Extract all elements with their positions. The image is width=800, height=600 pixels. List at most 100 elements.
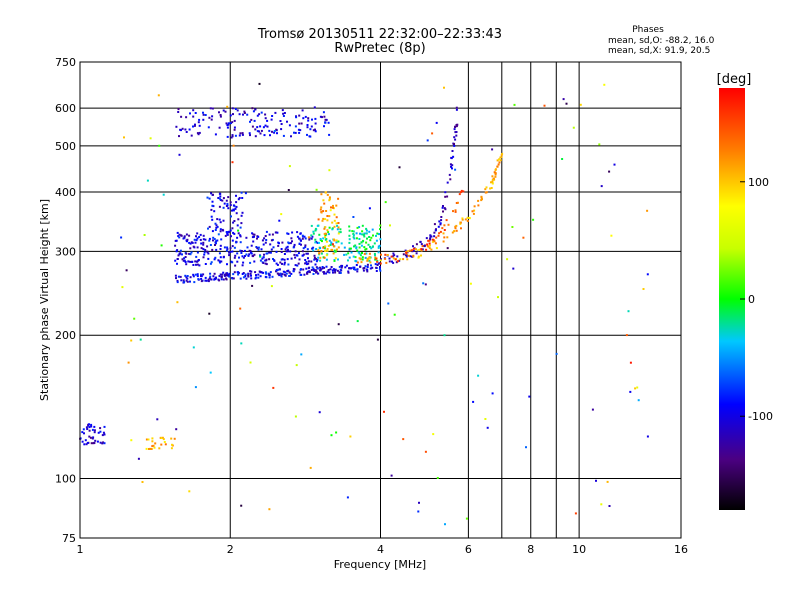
data-point-1109 — [149, 447, 152, 450]
data-point-1252 — [522, 236, 525, 239]
data-point-1170 — [139, 338, 142, 341]
data-point-503 — [249, 261, 252, 264]
data-point-1269 — [477, 374, 480, 377]
data-point-1105 — [150, 448, 153, 450]
data-point-1345 — [395, 261, 398, 264]
data-point-550 — [177, 235, 180, 238]
colorbar-tick-label-0: 100 — [748, 176, 769, 189]
chart-subtitle: RwPretec (8p) — [334, 41, 425, 56]
data-point-623 — [223, 202, 226, 205]
data-point-1029 — [253, 119, 256, 122]
data-point-913 — [280, 123, 283, 125]
data-point-1311 — [440, 216, 443, 218]
data-point-756 — [356, 226, 359, 229]
data-point-384 — [272, 258, 274, 260]
data-point-312 — [240, 252, 243, 254]
data-point-1497 — [396, 260, 399, 263]
data-point-1136 — [454, 168, 457, 171]
data-point-1371 — [473, 209, 476, 212]
data-point-638 — [231, 227, 234, 230]
x-tick-label-2: 4 — [377, 543, 384, 556]
data-point-1290 — [404, 249, 407, 252]
data-point-924 — [283, 112, 286, 114]
data-point-409 — [194, 260, 197, 263]
data-point-1470 — [437, 234, 440, 237]
data-point-588 — [273, 259, 276, 262]
data-point-1503 — [394, 258, 397, 261]
data-point-1248 — [629, 390, 632, 393]
data-point-239 — [236, 271, 239, 274]
data-point-583 — [178, 236, 181, 239]
data-point-142 — [196, 275, 199, 278]
data-point-1099 — [83, 432, 85, 435]
data-point-707 — [379, 238, 382, 241]
data-point-1474 — [445, 219, 448, 222]
data-point-1350 — [441, 206, 444, 209]
data-point-910 — [189, 112, 191, 115]
data-point-235 — [189, 280, 191, 283]
data-point-1232 — [288, 165, 291, 168]
data-point-862 — [319, 256, 322, 259]
data-point-834 — [317, 249, 320, 251]
data-point-417 — [231, 261, 234, 264]
data-point-985 — [233, 126, 236, 129]
data-point-761 — [365, 241, 368, 244]
data-point-776 — [327, 233, 330, 236]
data-point-49 — [312, 273, 315, 275]
data-point-598 — [226, 233, 229, 235]
data-point-567 — [285, 250, 288, 253]
data-point-1423 — [369, 261, 372, 264]
data-point-716 — [365, 227, 368, 230]
data-point-1324 — [450, 165, 452, 168]
data-point-1352 — [405, 254, 408, 256]
data-point-691 — [310, 234, 313, 237]
data-point-955 — [177, 111, 180, 113]
data-point-299 — [303, 235, 306, 238]
data-point-1321 — [435, 228, 437, 231]
data-point-746 — [333, 249, 336, 252]
data-point-840 — [337, 222, 340, 224]
data-point-907 — [241, 133, 244, 136]
data-point-920 — [197, 133, 200, 136]
data-point-875 — [332, 252, 335, 255]
data-point-334 — [276, 263, 279, 266]
data-point-1410 — [385, 261, 388, 264]
data-point-1471 — [412, 247, 415, 250]
data-point-1247 — [268, 508, 271, 511]
data-point-1434 — [491, 178, 494, 181]
data-point-1149 — [443, 334, 446, 337]
data-point-575 — [202, 238, 205, 241]
data-point-574 — [191, 260, 193, 263]
data-point-456 — [249, 251, 252, 254]
data-point-978 — [256, 126, 259, 129]
data-point-534 — [181, 258, 184, 261]
data-point-1432 — [501, 152, 504, 155]
data-point-485 — [199, 238, 202, 241]
data-point-608 — [229, 201, 232, 204]
data-point-885 — [320, 211, 323, 214]
data-point-1079 — [88, 429, 91, 432]
data-point-271 — [212, 239, 214, 242]
data-point-1133 — [330, 434, 333, 437]
data-point-209 — [374, 263, 377, 266]
data-point-1018 — [194, 123, 196, 126]
data-point-698 — [335, 241, 338, 244]
data-point-228 — [218, 275, 221, 278]
data-point-1453 — [461, 218, 464, 221]
data-point-11 — [355, 264, 358, 266]
data-point-975 — [282, 115, 285, 117]
data-point-894 — [320, 193, 323, 196]
data-point-337 — [244, 255, 246, 257]
data-point-424 — [206, 245, 209, 248]
data-point-1198 — [595, 479, 597, 482]
data-point-237 — [241, 273, 244, 275]
data-point-789 — [368, 230, 371, 233]
data-point-1358 — [392, 252, 395, 255]
data-point-896 — [332, 206, 334, 209]
data-point-1429 — [379, 259, 382, 262]
data-point-659 — [208, 225, 211, 228]
data-point-1334 — [454, 138, 457, 141]
data-point-1104 — [94, 439, 97, 442]
data-point-735 — [340, 242, 343, 245]
data-point-585 — [304, 262, 307, 265]
